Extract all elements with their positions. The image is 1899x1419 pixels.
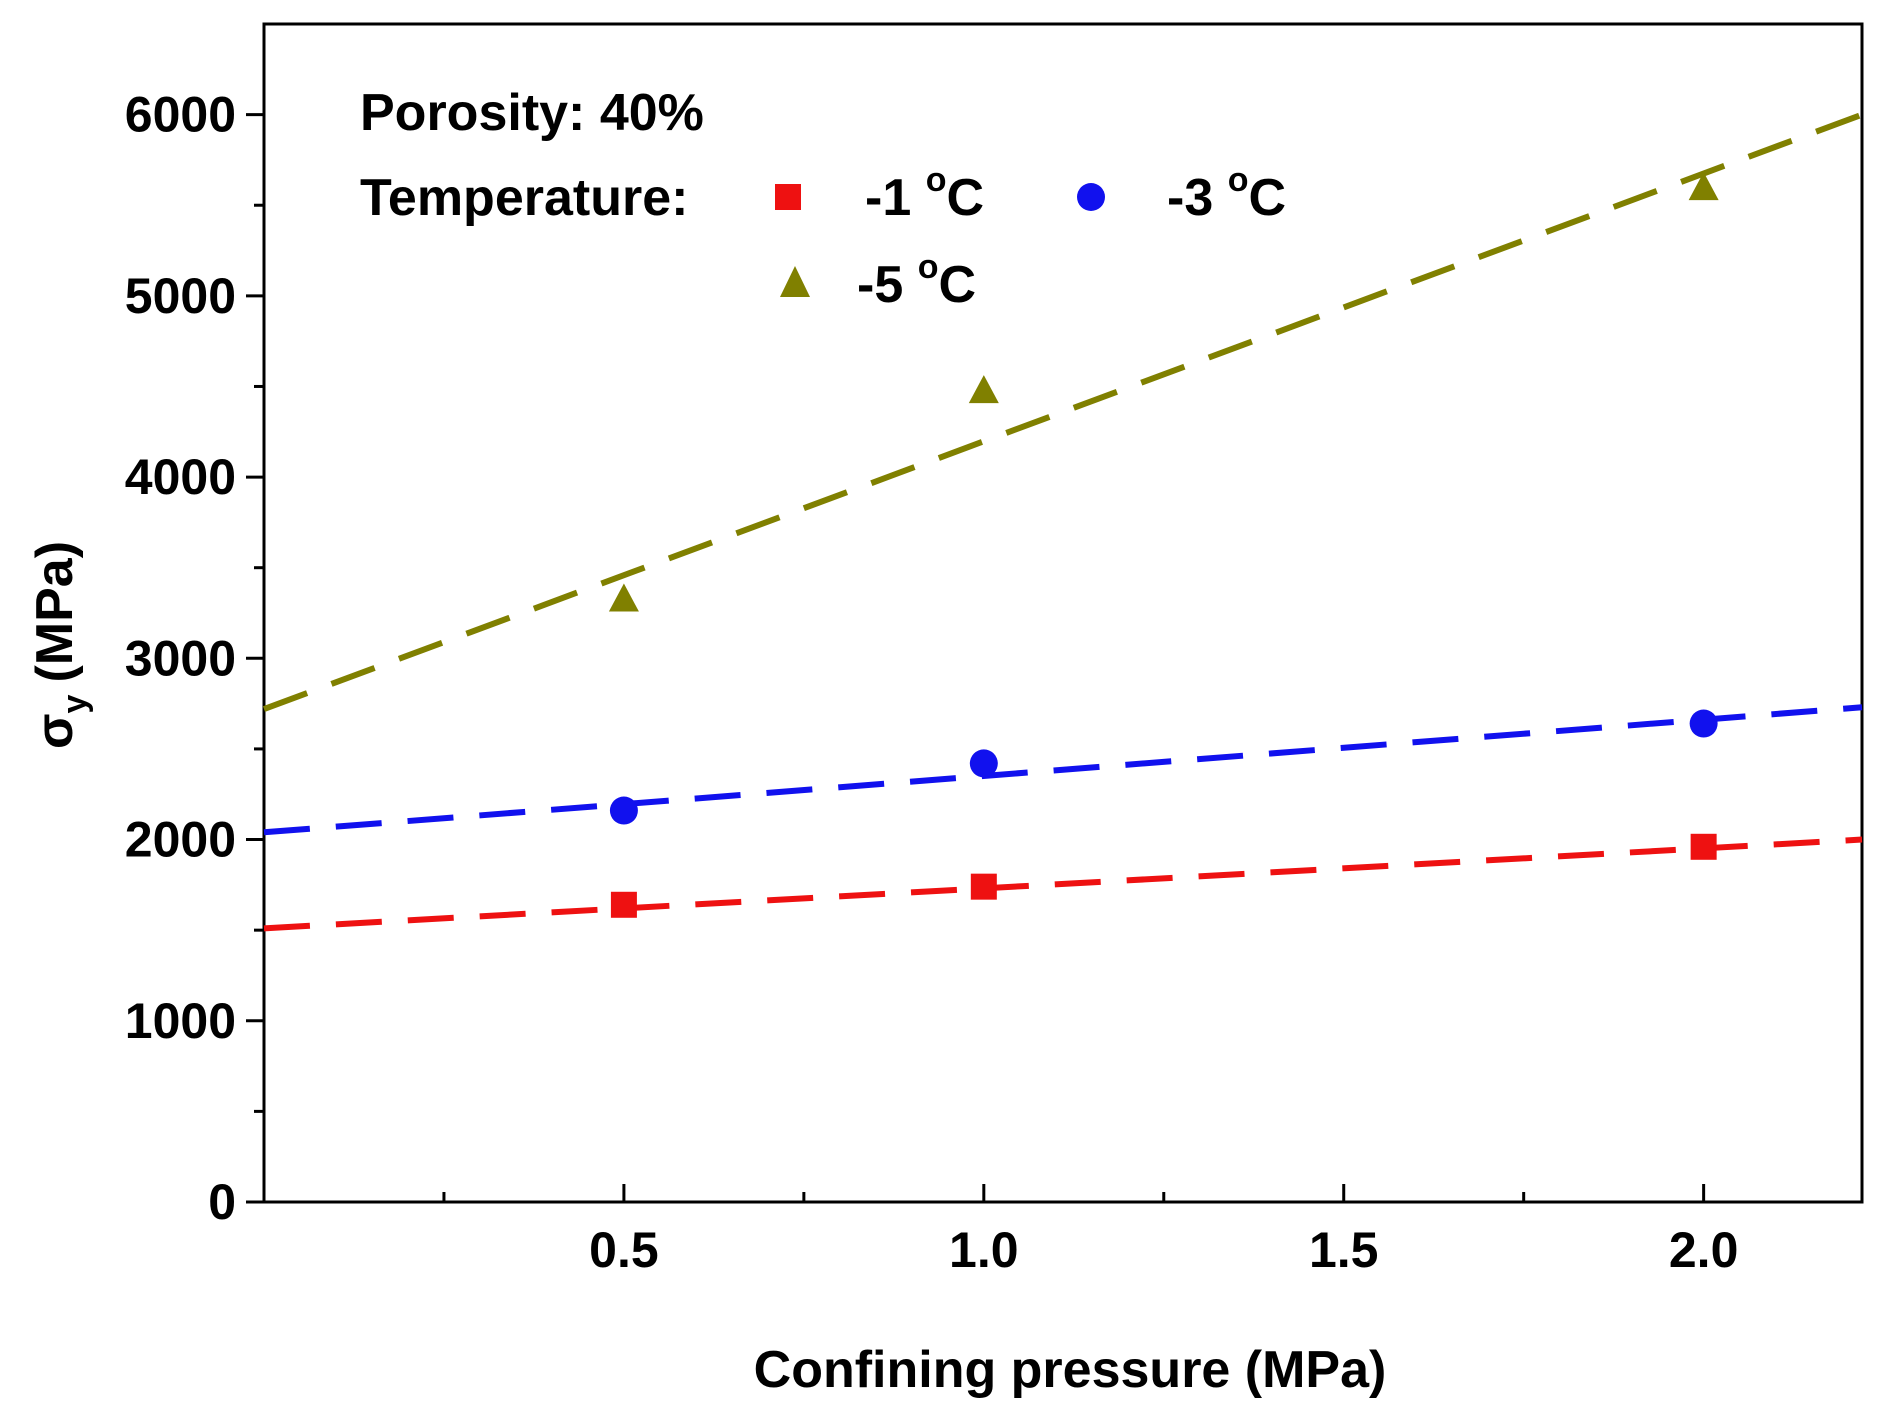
y-axis-symbol: σ — [26, 713, 84, 749]
legend-label-1: -1 oC — [865, 161, 984, 227]
axis-ticks — [246, 113, 1706, 1204]
y-axis-subscript: y — [56, 694, 94, 713]
y-tick-label: 0 — [208, 1174, 236, 1230]
legend-label-2: -3 oC — [1167, 161, 1286, 227]
y-tick-label: 2000 — [125, 812, 236, 868]
data-point-circle — [969, 749, 998, 778]
legend-label-3-main: -5 — [857, 256, 918, 314]
legend-entry-1: -1 oC — [775, 161, 984, 227]
data-point-square — [1690, 833, 1717, 860]
y-tick-label: 4000 — [125, 449, 236, 505]
legend-label-2-main: -3 — [1167, 169, 1228, 227]
fit-line-series-2 — [263, 704, 1863, 836]
plot-area — [262, 22, 1864, 1204]
data-point-triangle — [968, 375, 999, 404]
legend-label-2-degree: o — [1228, 161, 1249, 199]
data-point-triangle — [608, 583, 639, 612]
data-point-circle — [609, 796, 638, 825]
legend-label-1-unit: C — [946, 169, 984, 227]
data-point-square — [970, 873, 997, 900]
y-axis-title: σy (MPa) — [26, 541, 94, 749]
legend-marker-circle — [1077, 183, 1105, 211]
legend-label-3: -5 oC — [857, 248, 976, 314]
y-tick-label: 3000 — [125, 630, 236, 686]
data-markers — [608, 172, 1719, 918]
legend-title: Temperature: — [360, 169, 688, 227]
fit-lines — [262, 111, 1864, 932]
legend-marker-triangle — [780, 266, 810, 297]
data-point-triangle — [1688, 172, 1719, 201]
porosity-annotation: Porosity: 40% — [360, 84, 704, 142]
legend-label-1-degree: o — [926, 161, 947, 199]
y-tick-label: 1000 — [125, 993, 236, 1049]
data-point-circle — [1689, 709, 1718, 738]
x-tick-label: 1.5 — [1309, 1222, 1379, 1278]
y-tick-label: 5000 — [125, 268, 236, 324]
x-tick-label: 0.5 — [589, 1222, 659, 1278]
fit-line-series-1 — [263, 836, 1863, 932]
x-axis-title: Confining pressure (MPa) — [754, 1341, 1387, 1399]
legend-marker-square — [775, 184, 801, 210]
data-point-square — [610, 891, 637, 918]
y-tick-label: 6000 — [125, 87, 236, 143]
x-tick-label: 1.0 — [949, 1222, 1019, 1278]
legend-label-3-unit: C — [938, 256, 976, 314]
y-axis-unit: (MPa) — [26, 541, 84, 683]
x-tick-label: 2.0 — [1669, 1222, 1739, 1278]
legend-label-2-unit: C — [1248, 169, 1286, 227]
legend-label-1-main: -1 — [865, 169, 926, 227]
legend-entry-3: -5 oC — [780, 248, 976, 314]
legend-label-3-degree: o — [918, 248, 939, 286]
legend-entry-2: -3 oC — [1077, 161, 1286, 227]
axis-tick-labels: 0.5 1.0 1.5 2.0 0 1000 2000 3000 4000 5000 6000 — [125, 87, 1739, 1278]
